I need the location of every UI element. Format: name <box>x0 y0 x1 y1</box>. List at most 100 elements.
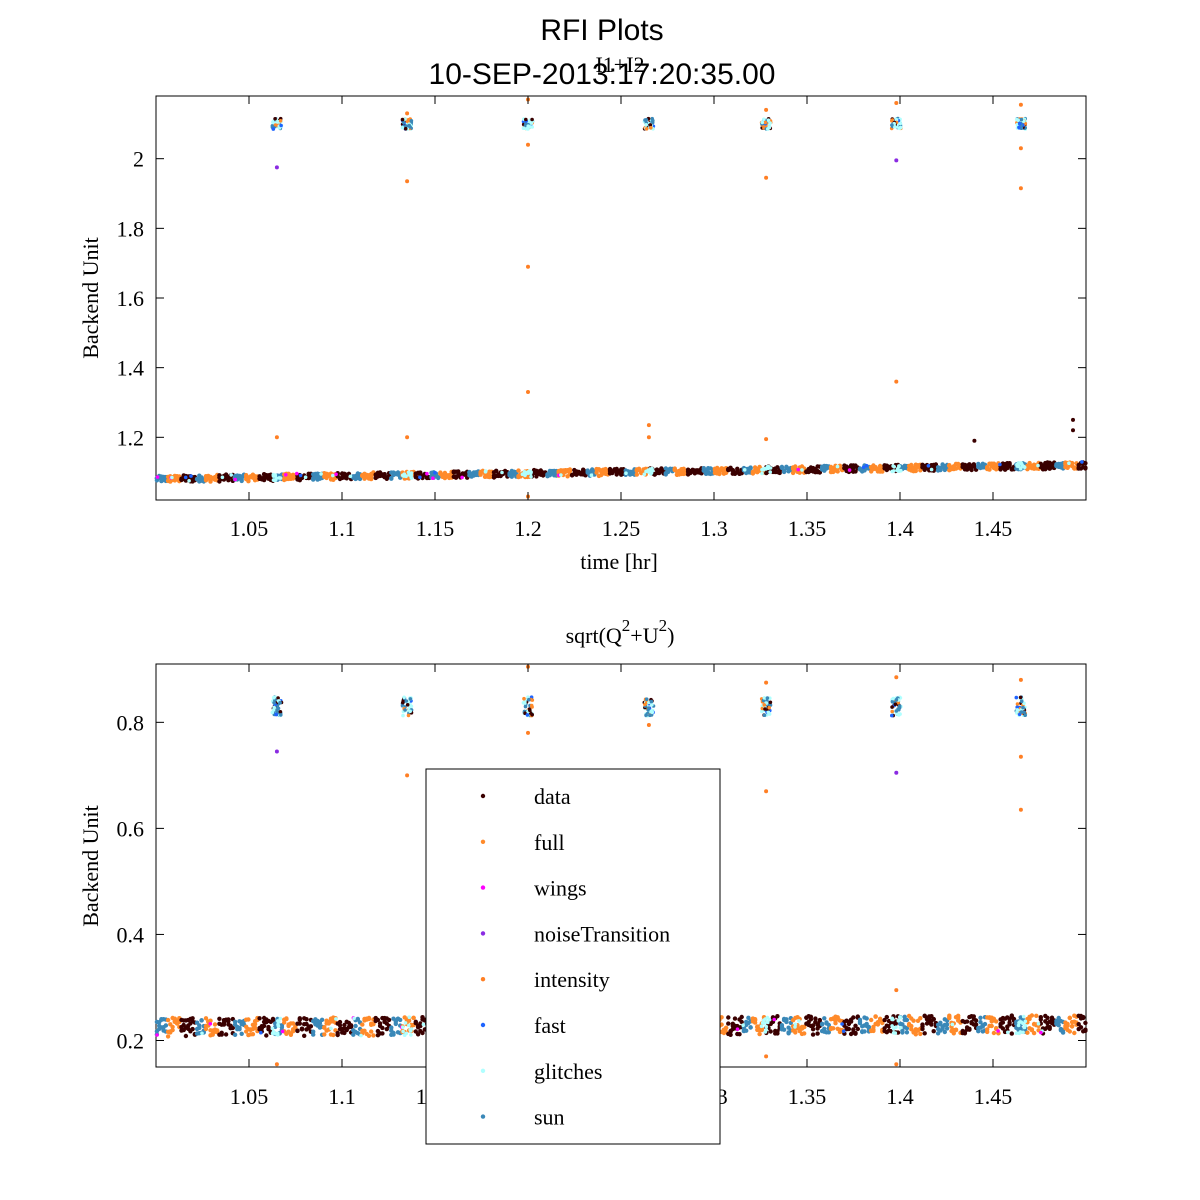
plot1-points <box>154 97 1088 499</box>
baseline-point-data <box>308 1024 314 1029</box>
baseline-point-data <box>1007 1020 1012 1025</box>
baseline-point-data <box>920 1024 925 1029</box>
baseline-point-data <box>726 1015 731 1020</box>
x-tick-label: 1.05 <box>230 1084 269 1109</box>
baseline-point-fast <box>861 465 866 470</box>
baseline-point-sun <box>239 1031 244 1037</box>
baseline-point-glitches <box>1036 463 1040 468</box>
cal-base-point-glitches <box>409 1027 414 1031</box>
baseline-point-data <box>855 1026 860 1032</box>
cal-point-data <box>524 117 528 122</box>
cal-base-point-glitches <box>897 464 901 469</box>
baseline-point-sun <box>904 1030 910 1035</box>
baseline-point-data <box>846 1026 852 1032</box>
legend-marker-fast <box>480 1022 486 1028</box>
baseline-point-data <box>1083 461 1088 466</box>
baseline-point-glitches <box>331 473 335 478</box>
cal-point-fast <box>525 713 530 717</box>
outlier-point-intensity <box>646 435 651 440</box>
baseline-point-full <box>831 1026 836 1031</box>
cal-point-sun <box>1021 705 1025 710</box>
cal-base-point-glitches <box>764 1024 769 1029</box>
cal-base-point-glitches <box>276 1033 280 1037</box>
baseline-point-glitches <box>929 467 934 472</box>
cal-base-point-glitches <box>898 1026 903 1030</box>
outlier-point-intensity <box>1018 807 1023 812</box>
outlier-point-noiseTransition <box>894 158 899 163</box>
baseline-point-sun <box>904 1017 910 1023</box>
baseline-point-sun <box>748 1025 753 1030</box>
baseline-point-full <box>322 1032 327 1037</box>
baseline-point-sun <box>353 1023 358 1029</box>
baseline-point-data <box>931 1017 936 1022</box>
baseline-point-full <box>994 1019 999 1024</box>
baseline-point-glitches <box>348 474 353 479</box>
baseline-point-wings <box>155 1033 159 1037</box>
baseline-point-sun <box>982 1021 988 1027</box>
baseline-point-full <box>322 1025 327 1030</box>
baseline-point-fast <box>183 475 188 480</box>
cal-base-point-glitches <box>763 1030 768 1034</box>
baseline-point-full <box>516 468 521 473</box>
cal-point-glitches <box>272 705 277 710</box>
baseline-point-data <box>415 1032 421 1037</box>
outlier-point-intensity <box>764 107 769 112</box>
x-tick-label: 1.35 <box>788 516 827 541</box>
cal-point-fast <box>1017 125 1021 130</box>
cal-point-sun <box>401 120 406 125</box>
outlier-point-intensity <box>894 101 899 105</box>
baseline-point-data <box>815 1031 820 1036</box>
baseline-point-full <box>250 1032 256 1037</box>
baseline-point-glitches <box>352 1016 356 1021</box>
baseline-point-data <box>1038 1017 1044 1022</box>
baseline-point-sun <box>232 1032 238 1038</box>
baseline-point-full <box>170 1024 175 1030</box>
baseline-point-data <box>344 476 349 481</box>
x-tick-label: 1.3 <box>700 516 728 541</box>
cal-point-sun <box>278 700 282 705</box>
plot2-title-sup1: 2 <box>622 616 631 635</box>
plot1-x-ticks: 1.05 1.1 1.15 1.2 1.25 1.3 1.35 1.4 1.45 <box>230 96 1012 541</box>
cal-point-sun <box>407 123 412 128</box>
baseline-point-data <box>931 1029 936 1034</box>
baseline-point-sun <box>902 1014 907 1019</box>
baseline-point-full <box>165 1034 171 1039</box>
baseline-point-full <box>951 1031 956 1036</box>
outlier-point-intensity <box>526 142 530 147</box>
baseline-point-fast <box>433 470 437 475</box>
cal-point-glitches <box>401 713 405 718</box>
baseline-point-full <box>1069 461 1075 466</box>
baseline-point-data <box>775 1031 780 1036</box>
baseline-point-data <box>297 1016 302 1021</box>
baseline-point-data <box>962 1031 968 1036</box>
cal-point-full <box>760 706 765 711</box>
baseline-point-full <box>1069 1023 1075 1029</box>
baseline-point-glitches <box>319 472 323 476</box>
outlier-point-intensity <box>894 988 899 993</box>
cal-base-point-glitches <box>768 470 772 474</box>
cal-point-full <box>643 702 647 707</box>
baseline-point-data <box>813 1016 818 1021</box>
baseline-point-full <box>871 1028 876 1034</box>
cal-point-data <box>403 126 408 131</box>
cal-point-glitches <box>766 118 771 122</box>
baseline-point-fast <box>864 463 869 468</box>
baseline-point-data <box>973 1018 979 1023</box>
cal-point-data <box>1018 695 1023 700</box>
cal-point-sun <box>409 119 414 123</box>
baseline-point-sun <box>944 1026 950 1031</box>
cal-point-sun <box>527 697 531 702</box>
cal-base-point-glitches <box>400 1025 405 1029</box>
cal-base-point-glitches <box>763 1017 768 1021</box>
cal-point-fast <box>1014 695 1019 700</box>
baseline-point-glitches <box>589 473 594 478</box>
baseline-point-wings <box>334 472 338 477</box>
baseline-point-sun <box>398 1017 403 1023</box>
baseline-point-sun <box>976 1029 981 1034</box>
plot1-y-ticks: 1.2 1.4 1.6 1.8 2 <box>117 147 1086 450</box>
baseline-point-sun <box>864 1016 869 1021</box>
x-tick-label: 1.4 <box>886 516 914 541</box>
baseline-point-data <box>337 1019 343 1025</box>
y-tick-label: 1.2 <box>117 425 145 450</box>
baseline-point-full <box>1067 1015 1073 1020</box>
